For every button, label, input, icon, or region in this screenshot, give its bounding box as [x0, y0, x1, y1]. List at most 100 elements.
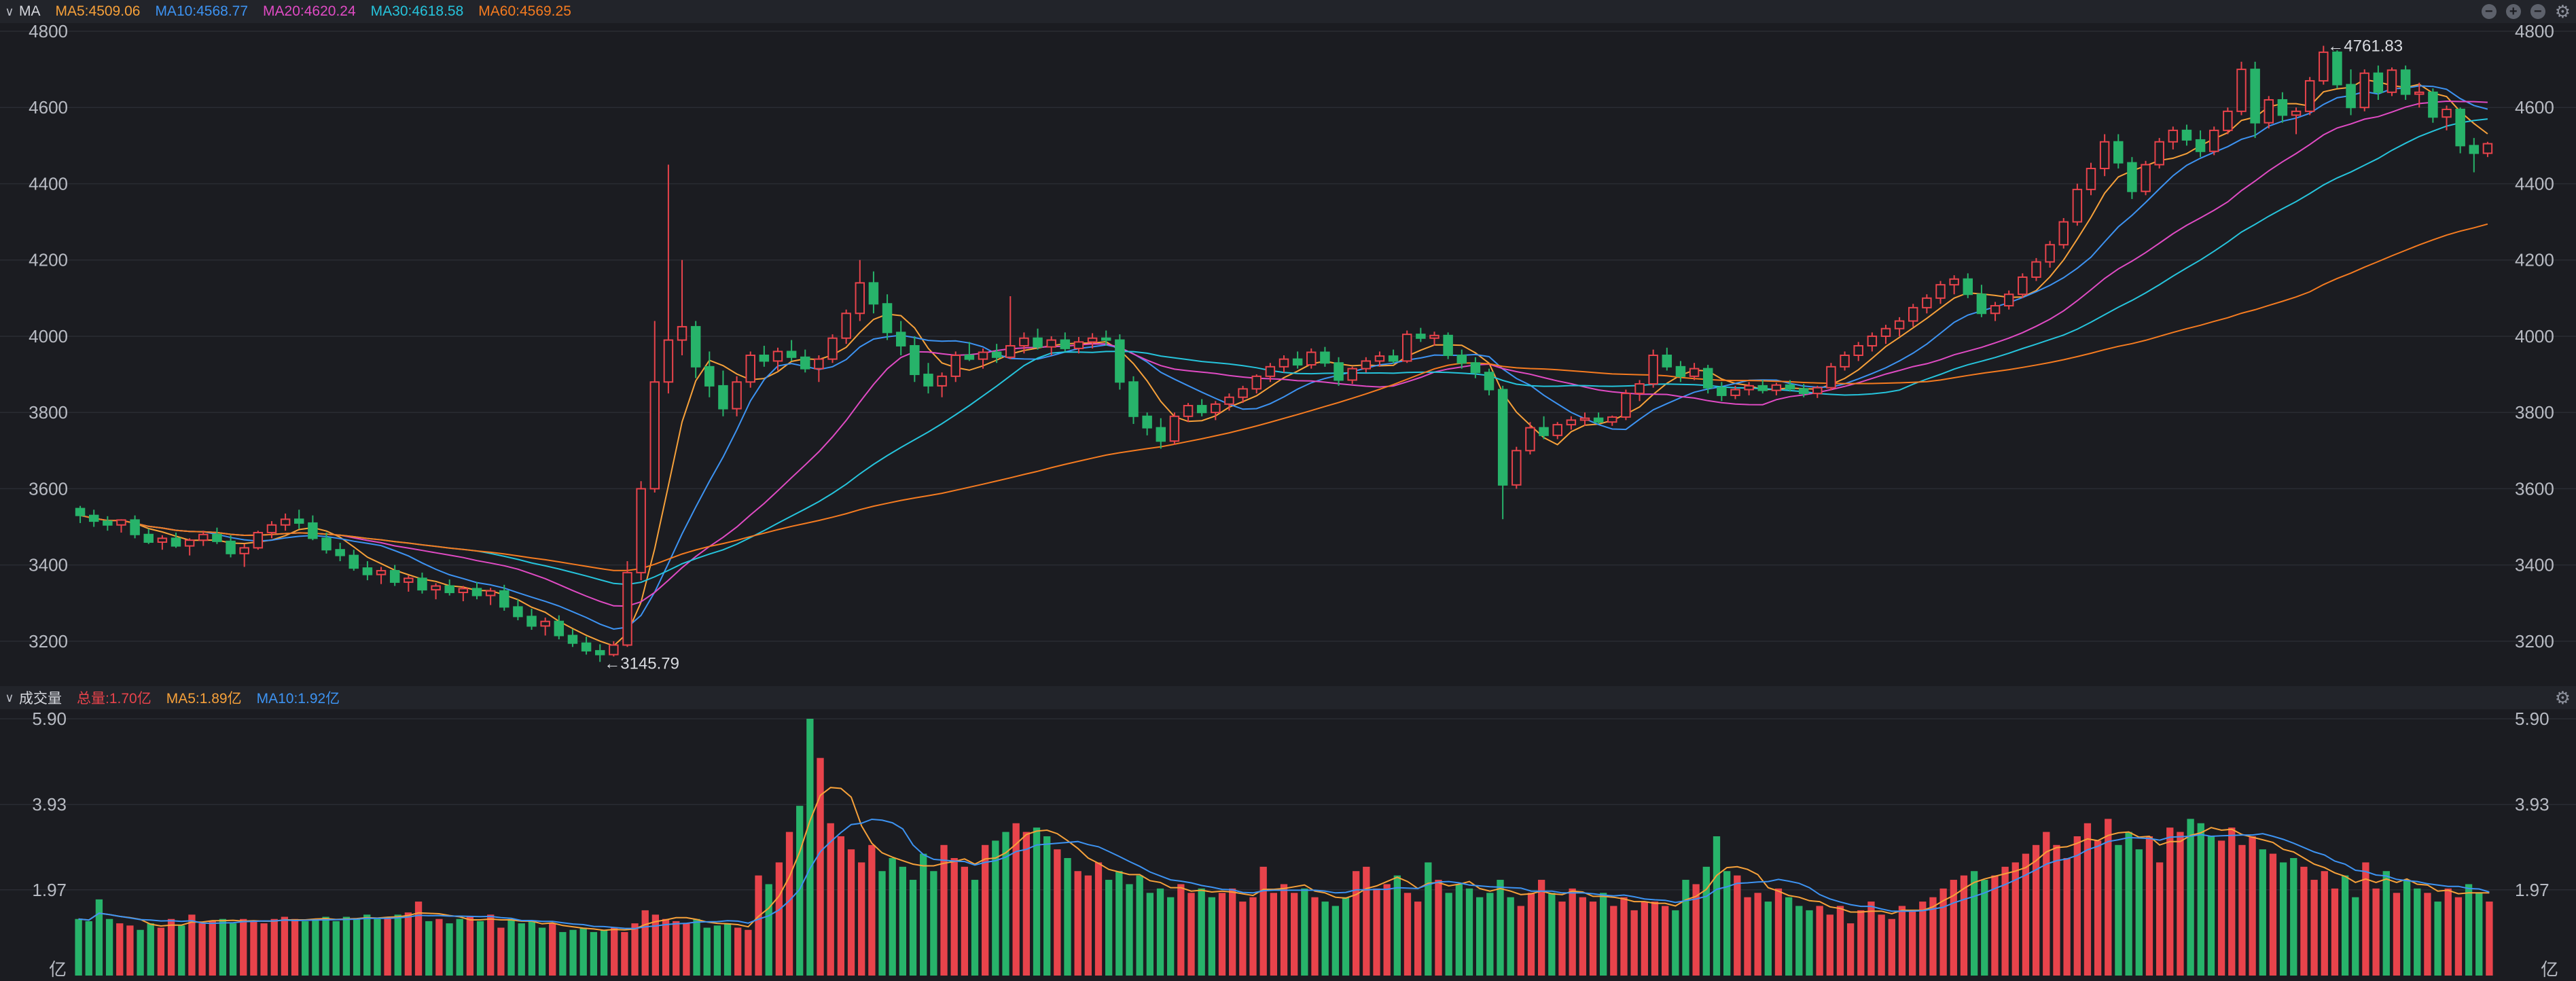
- volume-bar: [817, 757, 824, 976]
- volume-bar: [332, 921, 340, 976]
- price-tick-left: 4800: [29, 21, 68, 41]
- volume-bar: [2269, 853, 2277, 976]
- price-axis-right: 4800 4600 4400 4200 4000 3800 3600 3400 3200: [2515, 21, 2554, 652]
- candle-down: [171, 537, 181, 547]
- candle-down: [1060, 339, 1071, 349]
- candle-down: [1033, 337, 1043, 348]
- candle-up: [649, 381, 660, 490]
- indicator-name[interactable]: MA: [19, 3, 41, 19]
- candle-up: [2168, 129, 2179, 143]
- candlestick-series: [75, 46, 2493, 662]
- volume-bar: [683, 923, 690, 976]
- candle-up: [1730, 389, 1740, 396]
- candle-down: [1470, 362, 1481, 374]
- candle-down: [389, 570, 400, 583]
- volume-unit-left: 亿: [49, 959, 67, 980]
- price-axis-left: 4800 4600 4400 4200 4000 3800 3600 3400 3200: [29, 21, 68, 652]
- candle-up: [2414, 91, 2425, 95]
- volume-ma10-line: [78, 818, 2490, 929]
- volume-bar: [414, 902, 423, 976]
- volume-bar: [1373, 888, 1380, 976]
- volume-bar: [1208, 897, 1215, 976]
- candle-up: [2003, 293, 2014, 307]
- volume-bar: [930, 871, 937, 976]
- volume-bar: [2393, 893, 2401, 976]
- volume-bar: [528, 921, 536, 976]
- add-icon[interactable]: +: [2505, 4, 2521, 19]
- volume-bar: [1301, 888, 1308, 976]
- candle-up: [1949, 278, 1959, 286]
- volume-bar: [2197, 823, 2204, 976]
- candle-up: [2441, 109, 2452, 118]
- candle-down: [1443, 334, 1453, 356]
- gear-icon[interactable]: ⚙: [2554, 1, 2571, 22]
- volume-bar: [2454, 897, 2463, 976]
- candle-up: [198, 533, 209, 541]
- price-tick-right: 4800: [2515, 21, 2554, 41]
- price-tick-right: 4000: [2515, 326, 2554, 346]
- price-tick-right: 4600: [2515, 97, 2554, 118]
- volume-bar: [2279, 862, 2287, 976]
- volume-bar: [1816, 906, 1823, 976]
- minimize-icon[interactable]: −: [2481, 4, 2497, 19]
- candle-up: [2291, 110, 2302, 116]
- volume-bar: [878, 871, 886, 976]
- volume-bar: [281, 916, 289, 976]
- volume-bar: [889, 858, 896, 976]
- candle-up: [1607, 416, 1617, 423]
- gear-icon[interactable]: ⚙: [2554, 688, 2571, 708]
- volume-bar: [1425, 862, 1432, 976]
- volume-bar: [1826, 914, 1833, 976]
- candle-down: [1798, 388, 1809, 395]
- volume-bar: [1713, 836, 1721, 976]
- candle-down: [226, 540, 236, 554]
- candle-up: [184, 539, 195, 547]
- candle-down: [1142, 415, 1152, 429]
- volume-bar: [1867, 902, 1875, 976]
- volume-bar: [1033, 827, 1041, 976]
- ma5-legend: MA5:4509.06: [55, 3, 141, 19]
- candle-up: [2018, 276, 2028, 296]
- candle-up: [1073, 341, 1084, 349]
- volume-tick-right: 1.97: [2515, 880, 2550, 900]
- candle-down: [1456, 355, 1467, 364]
- candle-down: [1497, 389, 1508, 486]
- candle-down: [293, 518, 304, 524]
- volume-bar: [1435, 880, 1442, 976]
- candle-down: [581, 642, 592, 652]
- candle-down: [348, 554, 359, 569]
- collapse-chevron-icon[interactable]: ∨: [5, 690, 14, 704]
- volume-bar: [1908, 910, 1916, 976]
- volume-bar: [1363, 866, 1370, 976]
- collapse-chevron-icon[interactable]: ∨: [5, 4, 14, 18]
- price-tick-left: 4600: [29, 97, 68, 118]
- candle-up: [2386, 69, 2397, 93]
- candle-up: [1853, 344, 1863, 356]
- candle-up: [157, 537, 168, 543]
- candle-up: [458, 588, 469, 594]
- candle-down: [526, 616, 537, 627]
- candle-up: [431, 585, 441, 591]
- volume-bar: [1342, 897, 1350, 976]
- volume-bar: [940, 844, 948, 976]
- candle-down: [567, 635, 578, 644]
- volume-bar: [209, 921, 216, 976]
- candle-down: [1416, 334, 1426, 339]
- volume-bar: [1764, 902, 1772, 976]
- volume-bar: [2135, 849, 2143, 976]
- volume-bar: [2115, 844, 2122, 976]
- candle-up: [1429, 334, 1439, 339]
- volume-indicator-name[interactable]: 成交量: [19, 691, 62, 707]
- volume-bar: [229, 923, 237, 976]
- candle-up: [1935, 284, 1946, 299]
- remove-icon[interactable]: −: [2530, 4, 2545, 19]
- candle-up: [2482, 143, 2493, 154]
- candle-down: [1757, 385, 1768, 391]
- candle-down: [1593, 417, 1604, 423]
- candle-up: [1908, 306, 1918, 322]
- candle-up: [1579, 417, 1590, 421]
- volume-bar: [621, 931, 628, 976]
- volume-bar: [1198, 888, 1205, 976]
- candle-up: [636, 488, 646, 573]
- volume-bar: [755, 875, 762, 976]
